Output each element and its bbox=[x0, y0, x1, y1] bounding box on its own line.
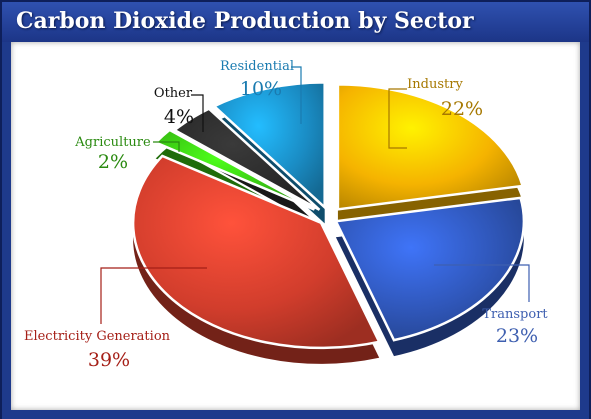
bottom-strip bbox=[2, 410, 589, 419]
chart-title: Carbon Dioxide Production by Sector bbox=[16, 8, 474, 34]
slice-label-transport: Transport bbox=[482, 307, 548, 322]
slice-label-agriculture: Agriculture bbox=[74, 135, 151, 150]
title-bar: Carbon Dioxide Production by Sector bbox=[2, 2, 589, 42]
slice-label-industry: Industry bbox=[407, 77, 463, 92]
slice-industry bbox=[336, 83, 525, 211]
slice-electricity-generation bbox=[131, 154, 382, 350]
slice-value-electricity-generation: 39% bbox=[88, 349, 130, 371]
leader-line-other bbox=[191, 94, 204, 132]
slice-transport bbox=[333, 196, 526, 342]
slice-value-other: 4% bbox=[164, 106, 194, 128]
slice-other bbox=[172, 107, 321, 211]
leader-line-industry bbox=[388, 88, 407, 149]
slice-value-residential: 10% bbox=[240, 78, 282, 100]
leader-line-agriculture bbox=[153, 141, 180, 152]
leader-line-residential bbox=[291, 66, 302, 124]
slice-value-industry: 22% bbox=[441, 98, 483, 120]
pie-chart: Industry 22% Transport 23% Electricity Gener… bbox=[24, 59, 548, 371]
leader-line-electricity-generation bbox=[100, 267, 207, 324]
slice-value-agriculture: 2% bbox=[98, 151, 128, 173]
leader-line-transport bbox=[434, 264, 530, 302]
slice-label-residential: Residential bbox=[220, 59, 294, 74]
slice-value-transport: 23% bbox=[496, 325, 538, 347]
slice-label-electricity-generation: Electricity Generation bbox=[24, 329, 171, 344]
slice-label-other: Other bbox=[154, 86, 193, 101]
slice-residential bbox=[211, 81, 326, 211]
